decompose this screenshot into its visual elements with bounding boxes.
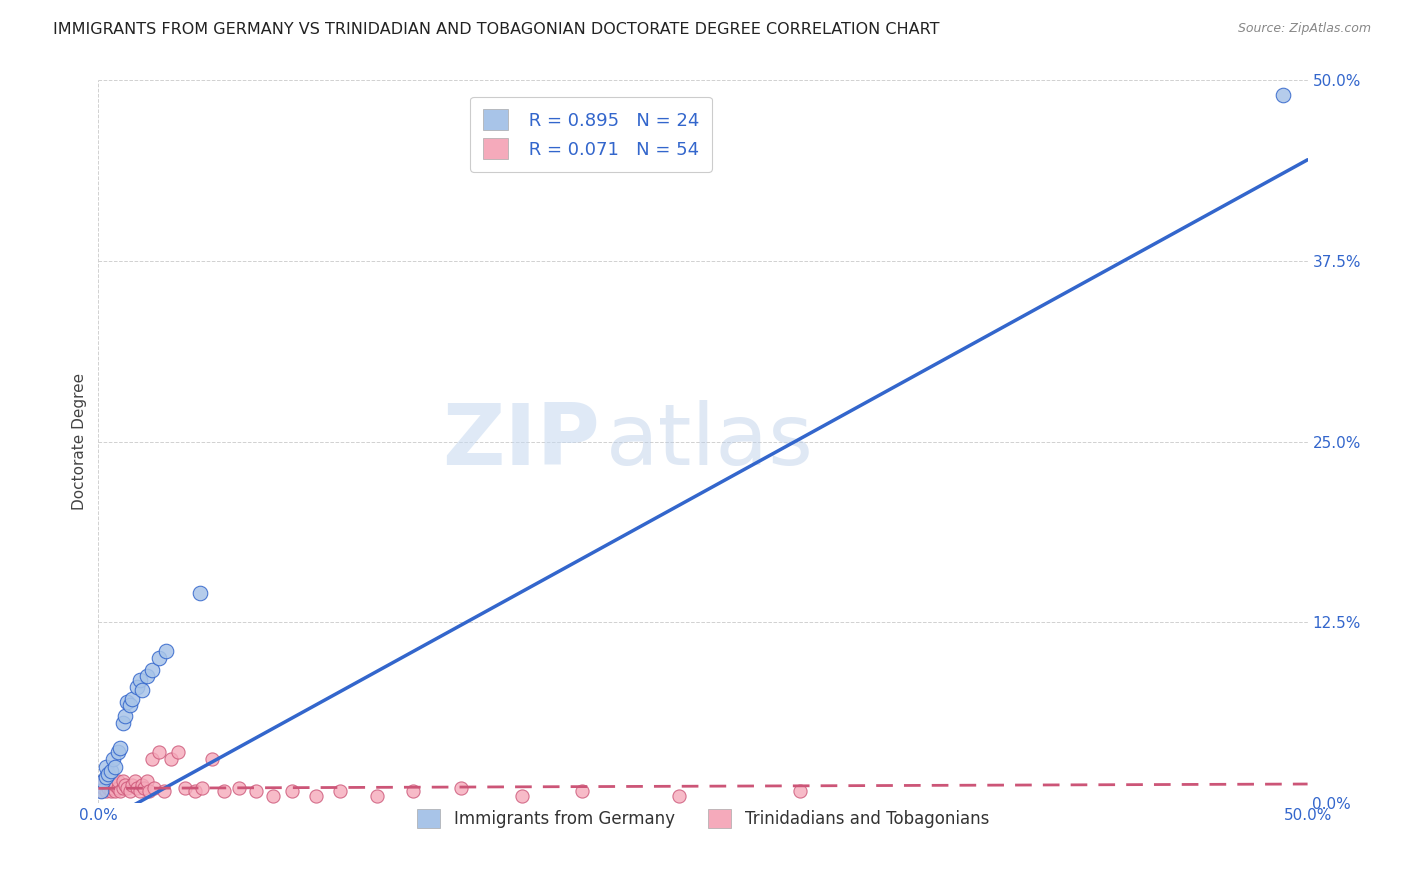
Point xyxy=(188,586,211,600)
Point xyxy=(305,789,328,803)
Point xyxy=(111,716,134,731)
Point xyxy=(571,784,593,798)
Point xyxy=(107,774,129,789)
Point xyxy=(101,774,124,789)
Point xyxy=(108,740,131,755)
Point xyxy=(668,789,690,803)
Point xyxy=(90,779,112,793)
Point xyxy=(111,774,134,789)
Text: atlas: atlas xyxy=(606,400,814,483)
Legend: Immigrants from Germany, Trinidadians and Tobagonians: Immigrants from Germany, Trinidadians an… xyxy=(406,798,1000,838)
Point xyxy=(91,781,114,796)
Point xyxy=(121,779,143,793)
Point xyxy=(94,784,117,798)
Y-axis label: Doctorate Degree: Doctorate Degree xyxy=(72,373,87,510)
Point xyxy=(118,698,141,712)
Point xyxy=(100,764,122,778)
Point xyxy=(114,709,136,723)
Point xyxy=(1272,87,1295,102)
Point xyxy=(104,779,127,793)
Point xyxy=(228,781,250,796)
Point xyxy=(281,784,304,798)
Point xyxy=(108,784,131,798)
Point xyxy=(97,781,120,796)
Text: ZIP: ZIP xyxy=(443,400,600,483)
Point xyxy=(90,784,112,798)
Point xyxy=(138,784,160,798)
Point xyxy=(128,784,150,798)
Point xyxy=(128,673,150,687)
Point xyxy=(143,781,166,796)
Point xyxy=(117,781,139,796)
Point xyxy=(127,781,149,796)
Point xyxy=(160,752,183,766)
Point xyxy=(191,781,214,796)
Point xyxy=(107,781,129,796)
Point xyxy=(94,770,117,784)
Point xyxy=(141,752,163,766)
Point xyxy=(450,781,472,796)
Point xyxy=(510,789,533,803)
Point xyxy=(148,651,170,665)
Point xyxy=(155,644,177,658)
Point xyxy=(118,784,141,798)
Point xyxy=(121,691,143,706)
Point xyxy=(127,680,149,694)
Point xyxy=(329,784,352,798)
Point xyxy=(104,784,127,798)
Point xyxy=(91,774,114,789)
Point xyxy=(124,774,146,789)
Point xyxy=(135,668,157,682)
Point xyxy=(789,784,811,798)
Point xyxy=(111,781,134,796)
Point xyxy=(90,784,112,798)
Point xyxy=(212,784,235,798)
Point xyxy=(101,752,124,766)
Point xyxy=(107,745,129,759)
Text: Source: ZipAtlas.com: Source: ZipAtlas.com xyxy=(1237,22,1371,36)
Point xyxy=(201,752,224,766)
Point xyxy=(134,781,156,796)
Point xyxy=(94,779,117,793)
Point xyxy=(174,781,197,796)
Point xyxy=(167,745,190,759)
Point xyxy=(366,789,388,803)
Point xyxy=(152,784,174,798)
Point xyxy=(101,781,124,796)
Point xyxy=(184,784,207,798)
Point xyxy=(100,784,122,798)
Point xyxy=(97,767,120,781)
Text: IMMIGRANTS FROM GERMANY VS TRINIDADIAN AND TOBAGONIAN DOCTORATE DEGREE CORRELATI: IMMIGRANTS FROM GERMANY VS TRINIDADIAN A… xyxy=(53,22,941,37)
Point xyxy=(141,663,163,677)
Point xyxy=(402,784,425,798)
Point xyxy=(245,784,267,798)
Point xyxy=(131,683,153,698)
Point xyxy=(148,745,170,759)
Point xyxy=(97,774,120,789)
Point xyxy=(104,760,127,774)
Point xyxy=(135,774,157,789)
Point xyxy=(91,774,114,789)
Point xyxy=(100,779,122,793)
Point xyxy=(262,789,284,803)
Point xyxy=(114,779,136,793)
Point xyxy=(117,695,139,709)
Point xyxy=(94,760,117,774)
Point xyxy=(131,779,153,793)
